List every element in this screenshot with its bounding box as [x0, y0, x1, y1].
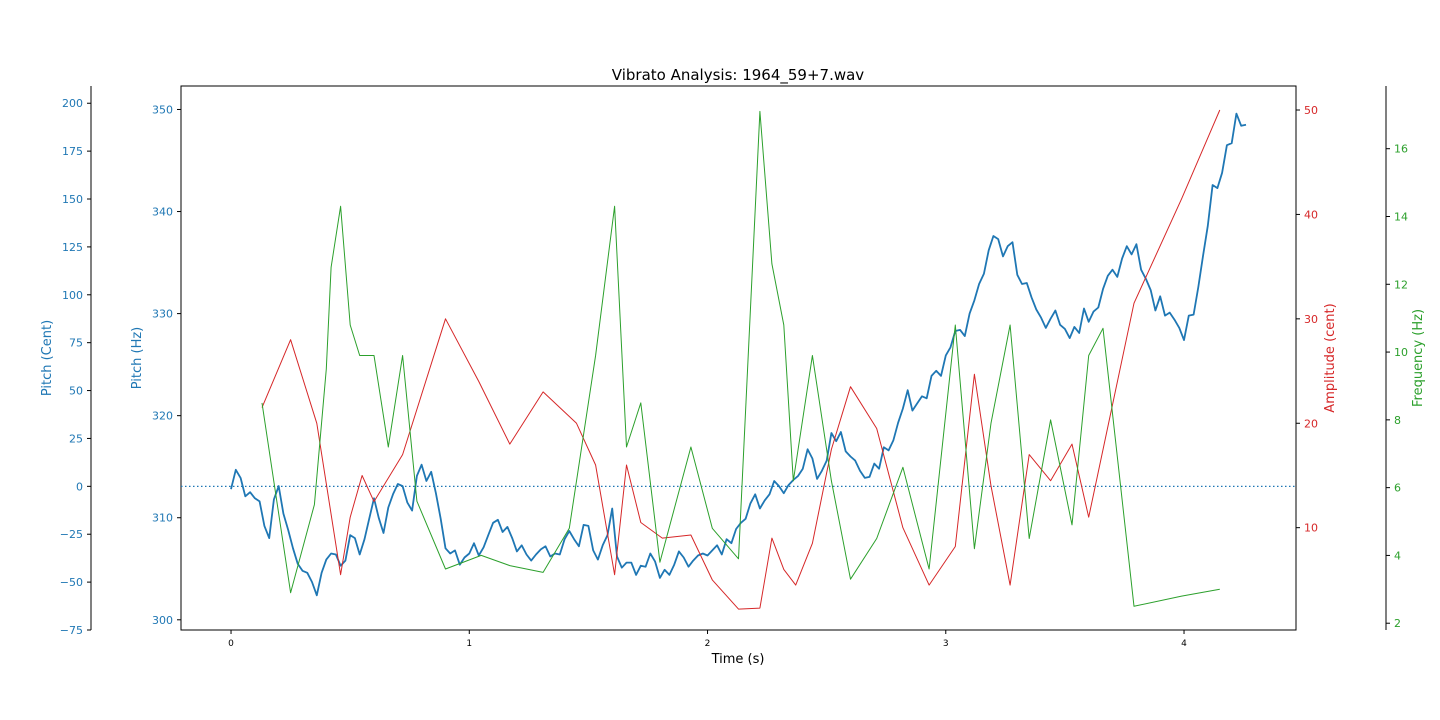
x-tick-label: 2 [705, 639, 711, 649]
x-tick-label: 4 [1181, 639, 1187, 649]
pitch-cent-tick-label: 75 [69, 337, 83, 350]
pitch-cent-tick-label: 175 [62, 145, 83, 158]
amplitude-tick-label: 50 [1304, 104, 1318, 117]
pitch-cent-tick-label: 50 [69, 385, 83, 398]
amplitude-tick-label: 10 [1304, 522, 1318, 535]
x-axis-label: Time (s) [711, 652, 765, 667]
frequency-axis-label: Frequency (Hz) [1411, 309, 1426, 407]
pitch-hz-tick-label: 310 [152, 512, 173, 525]
pitch-hz-tick-label: 320 [152, 410, 173, 423]
pitch-cent-tick-label: 125 [62, 241, 83, 254]
frequency-tick-label: 4 [1394, 549, 1401, 562]
pitch-hz-tick-label: 340 [152, 206, 173, 219]
frequency-tick-label: 16 [1394, 143, 1408, 156]
frequency-tick-label: 12 [1394, 278, 1408, 291]
frequency-series-line [261, 110, 1220, 607]
x-axis: 0 1 2 3 4 [228, 630, 1187, 649]
pitch-hz-axis-label: Pitch (Hz) [130, 327, 145, 390]
chart-title: Vibrato Analysis: 1964_59+7.wav [612, 66, 865, 85]
pitch-cent-tick-label: 100 [62, 289, 83, 302]
plot-area [180, 85, 1297, 631]
frequency-tick-label: 8 [1394, 414, 1401, 427]
frequency-axis: 2 4 6 8 10 12 14 16 [1385, 86, 1408, 630]
series-layer [230, 109, 1247, 610]
frequency-tick-label: 10 [1394, 346, 1408, 359]
amplitude-series-line [261, 109, 1221, 610]
x-tick-label: 0 [228, 639, 234, 649]
pitch-cent-tick-label: 150 [62, 193, 83, 206]
amplitude-tick-label: 30 [1304, 313, 1318, 326]
pitch-cent-tick-label: −25 [60, 528, 83, 541]
amplitude-axis: 10 20 30 40 50 [1296, 104, 1318, 535]
amplitude-axis-label: Amplitude (cent) [1323, 303, 1338, 412]
pitch-hz-tick-label: 350 [152, 103, 173, 116]
frequency-tick-label: 6 [1394, 482, 1401, 495]
pitch-cent-tick-label: 200 [62, 97, 83, 110]
pitch-cent-axis: −75 −50 −25 0 25 50 75 100 125 150 175 200 [60, 86, 92, 637]
pitch-cent-tick-label: 0 [76, 480, 83, 493]
pitch-cent-tick-label: 25 [69, 432, 83, 445]
amplitude-tick-label: 20 [1304, 417, 1318, 430]
amplitude-tick-label: 40 [1304, 208, 1318, 221]
frequency-tick-label: 14 [1394, 210, 1408, 223]
pitch-cent-axis-label: Pitch (Cent) [40, 320, 55, 396]
pitch-hz-tick-label: 330 [152, 308, 173, 321]
x-tick-label: 3 [943, 639, 949, 649]
plot-frame [180, 85, 1297, 631]
pitch-series-line [230, 112, 1247, 597]
pitch-hz-axis: 300 310 320 330 340 350 [152, 103, 181, 627]
frequency-tick-label: 2 [1394, 617, 1401, 630]
x-tick-label: 1 [466, 639, 472, 649]
pitch-cent-tick-label: −50 [60, 576, 83, 589]
pitch-cent-tick-label: −75 [60, 624, 83, 637]
pitch-hz-tick-label: 300 [152, 614, 173, 627]
